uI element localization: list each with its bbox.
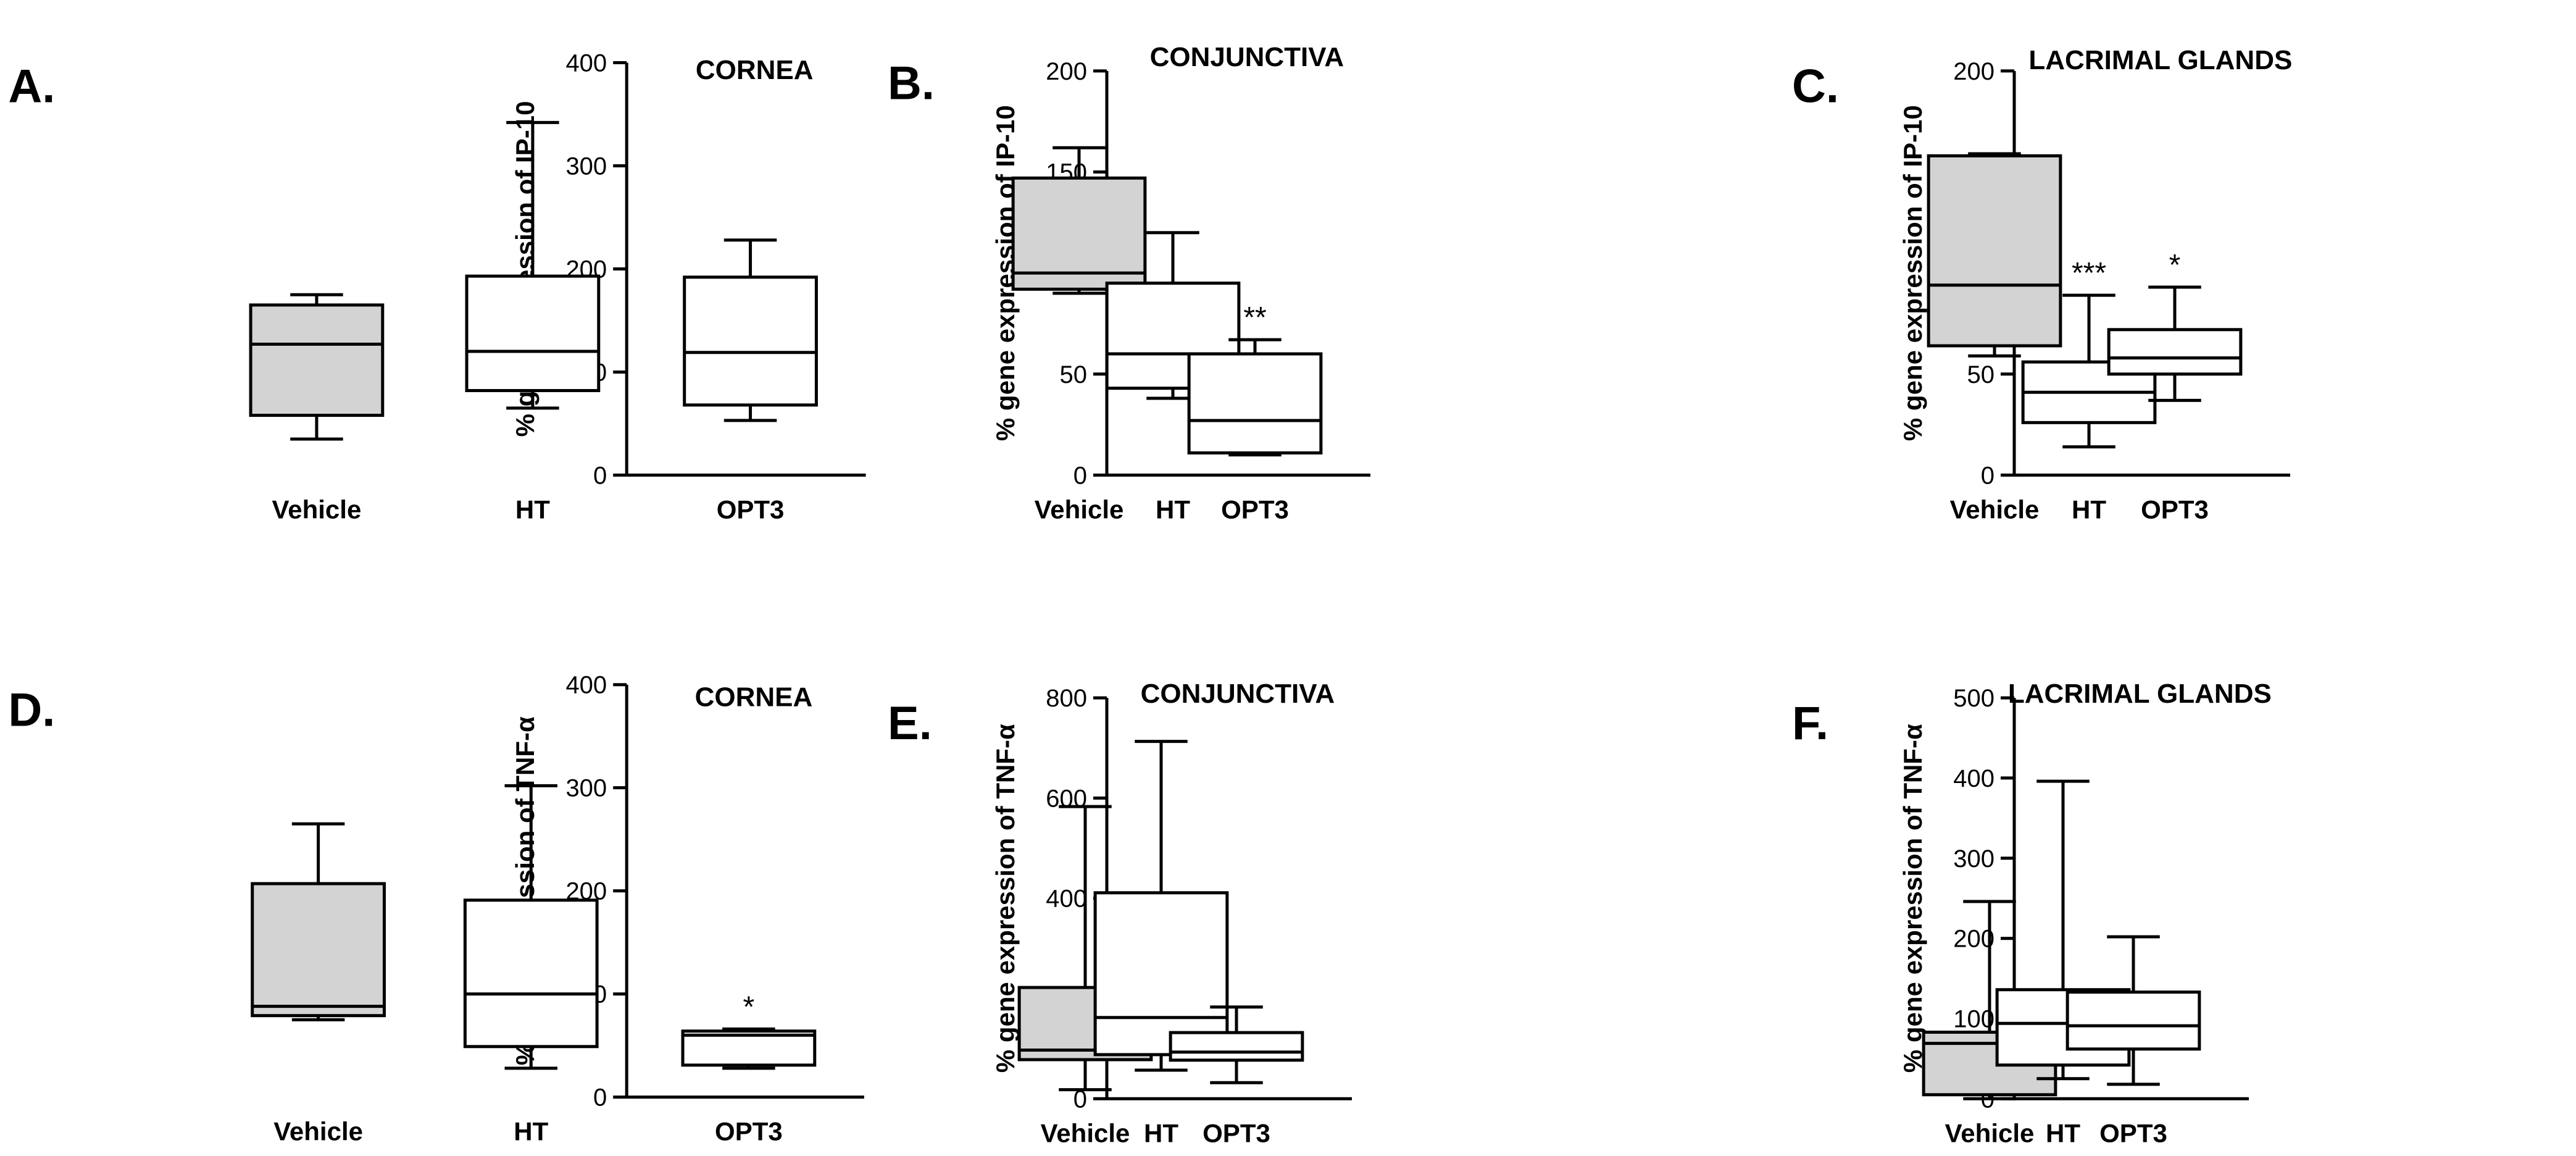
significance-label: ** bbox=[1243, 301, 1266, 334]
x-category-label: OPT3 bbox=[1221, 495, 1289, 524]
y-tick-label: 400 bbox=[1953, 765, 1995, 792]
y-tick-label: 200 bbox=[1953, 58, 1995, 85]
x-category-label: HT bbox=[2046, 1118, 2080, 1147]
x-category-label: Vehicle bbox=[1035, 495, 1124, 524]
y-tick-label: 0 bbox=[593, 462, 607, 489]
iqr-box bbox=[683, 275, 818, 407]
box-vehicle bbox=[1927, 152, 2062, 358]
y-tick-label: 100 bbox=[1953, 1005, 1995, 1032]
x-category-label: Vehicle bbox=[1945, 1118, 2035, 1147]
panel-title: LACRIMAL GLANDS bbox=[2008, 679, 2272, 709]
panel-letter: E. bbox=[888, 697, 932, 750]
iqr-box bbox=[681, 1029, 817, 1067]
x-category-label: OPT3 bbox=[2099, 1118, 2167, 1147]
iqr-box bbox=[1169, 1031, 1304, 1062]
panel-title: LACRIMAL GLANDS bbox=[2028, 45, 2292, 75]
panel-title: CONJUNCTIVA bbox=[1141, 679, 1335, 709]
y-tick-label: 0 bbox=[593, 1084, 607, 1112]
panel-title: CORNEA bbox=[695, 682, 813, 712]
y-tick-label: 0 bbox=[1981, 462, 1995, 489]
x-category-label: OPT3 bbox=[1203, 1118, 1270, 1147]
x-category-label: OPT3 bbox=[2141, 495, 2209, 524]
box-vehicle bbox=[1922, 900, 2057, 1100]
iqr-box bbox=[1105, 282, 1241, 390]
iqr-box bbox=[465, 274, 601, 392]
x-category-label: HT bbox=[2072, 495, 2106, 524]
panel-b: B.CONJUNCTIVA050100150200% gene expressi… bbox=[888, 42, 1371, 524]
box-opt3 bbox=[1169, 1005, 1304, 1084]
x-category-label: Vehicle bbox=[1041, 1118, 1130, 1147]
y-tick-label: 0 bbox=[1073, 462, 1087, 489]
y-tick-label: 400 bbox=[1046, 886, 1087, 913]
y-tick-label: 300 bbox=[565, 775, 607, 802]
box-ht bbox=[465, 120, 601, 410]
y-tick-label: 400 bbox=[565, 672, 607, 699]
iqr-box bbox=[463, 898, 599, 1049]
x-category-label: Vehicle bbox=[1950, 495, 2040, 524]
box-ht bbox=[463, 784, 599, 1070]
box-opt3 bbox=[683, 238, 818, 422]
box-ht bbox=[1105, 231, 1241, 400]
y-axis-label: % gene expression of TNF-α bbox=[1898, 724, 1927, 1073]
panel-title: CORNEA bbox=[696, 55, 814, 85]
panel-letter: B. bbox=[888, 57, 935, 109]
x-category-label: HT bbox=[515, 495, 550, 524]
y-tick-label: 200 bbox=[1953, 926, 1995, 953]
iqr-box bbox=[251, 882, 386, 1018]
panel-letter: C. bbox=[1792, 61, 1839, 113]
iqr-box bbox=[2107, 328, 2243, 376]
significance-label: * bbox=[743, 991, 755, 1023]
y-tick-label: 50 bbox=[1967, 361, 1995, 388]
box-opt3 bbox=[2065, 935, 2201, 1086]
x-category-label: Vehicle bbox=[273, 1117, 363, 1146]
y-tick-label: 400 bbox=[565, 50, 607, 77]
panel-title: CONJUNCTIVA bbox=[1150, 42, 1344, 72]
y-tick-label: 0 bbox=[1073, 1086, 1087, 1113]
iqr-box bbox=[1187, 352, 1323, 454]
y-tick-label: 300 bbox=[565, 153, 607, 180]
box-opt3: * bbox=[2107, 249, 2243, 402]
y-axis-label: % gene expression of TNF-α bbox=[991, 724, 1020, 1073]
significance-label: * bbox=[2169, 249, 2181, 282]
x-category-label: Vehicle bbox=[272, 495, 362, 524]
panel-e: E.CONJUNCTIVA0200400600800% gene express… bbox=[888, 679, 1353, 1147]
box-vehicle bbox=[251, 822, 386, 1021]
panel-a: A.CORNEA0100200300400% gene expression o… bbox=[8, 50, 866, 524]
x-category-label: HT bbox=[514, 1117, 548, 1146]
y-tick-label: 500 bbox=[1953, 685, 1995, 712]
y-tick-label: 200 bbox=[1046, 58, 1087, 85]
iqr-box bbox=[1011, 176, 1147, 291]
y-tick-label: 50 bbox=[1060, 361, 1088, 388]
y-tick-label: 600 bbox=[1046, 785, 1087, 812]
panel-d: D.CORNEA0100200300400% gene expression o… bbox=[8, 672, 864, 1146]
iqr-box bbox=[1927, 154, 2062, 348]
panel-letter: F. bbox=[1792, 697, 1828, 750]
box-ht bbox=[1093, 740, 1229, 1072]
box-vehicle bbox=[1011, 146, 1147, 295]
box-opt3: ** bbox=[1187, 301, 1323, 457]
x-category-label: HT bbox=[1156, 495, 1190, 524]
iqr-box bbox=[2065, 991, 2201, 1051]
y-tick-label: 800 bbox=[1046, 685, 1087, 712]
x-category-label: HT bbox=[1144, 1118, 1178, 1147]
iqr-box bbox=[1093, 891, 1229, 1057]
panel-letter: A. bbox=[8, 61, 55, 113]
y-tick-label: 300 bbox=[1953, 845, 1995, 873]
box-opt3: * bbox=[681, 991, 817, 1070]
significance-label: *** bbox=[2072, 257, 2106, 290]
y-axis-label: % gene expression of IP-10 bbox=[1898, 105, 1927, 441]
x-category-label: OPT3 bbox=[715, 1117, 783, 1146]
x-category-label: OPT3 bbox=[717, 495, 785, 524]
panel-letter: D. bbox=[8, 684, 55, 736]
box-vehicle bbox=[249, 293, 385, 441]
iqr-box bbox=[249, 303, 385, 417]
panel-c: C.LACRIMAL GLANDS050100150200% gene expr… bbox=[1792, 45, 2292, 524]
